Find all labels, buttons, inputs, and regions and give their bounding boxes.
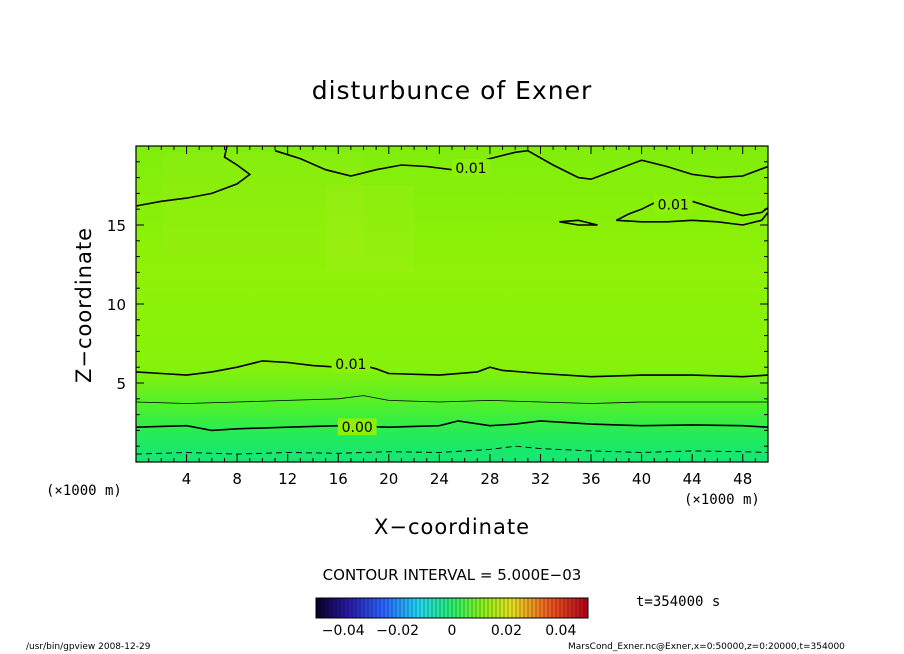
x-tick-label: 32 xyxy=(531,470,550,488)
footer-command: /usr/bin/gpview 2008-12-29 xyxy=(26,642,151,652)
field-patch-1 xyxy=(325,185,415,273)
contour-label-4: 0.01 xyxy=(455,161,486,177)
x-axis-unit-left: (×1000 m) xyxy=(46,483,122,499)
x-tick-label: 16 xyxy=(329,470,348,488)
x-tick-label: 20 xyxy=(379,470,398,488)
contour-label-6: 0.01 xyxy=(658,197,689,213)
colorbar-tick-label: 0.04 xyxy=(545,623,576,639)
x-tick-label: 40 xyxy=(632,470,651,488)
contour-line-8 xyxy=(559,219,598,226)
y-tick-label: 5 xyxy=(116,375,126,393)
contour-label-bg-6 xyxy=(653,195,693,213)
y-axis: 5 10 15 xyxy=(107,145,768,463)
x-tick-label: 28 xyxy=(480,470,499,488)
contour-lines xyxy=(135,145,769,455)
contour-line-1 xyxy=(135,420,769,432)
contour-line-2 xyxy=(135,395,768,404)
contour-interval-label: CONTOUR INTERVAL = 5.000E−03 xyxy=(322,566,582,584)
x-tick-label: 8 xyxy=(232,470,242,488)
contour-line-7 xyxy=(616,211,769,226)
x-axis-label: X−coordinate xyxy=(374,515,530,539)
x-axis: 4 8 12 16 20 24 28 32 36 40 44 48 xyxy=(135,146,769,488)
footer-source: MarsCond_Exner.nc@Exner,x=0:50000,z=0:20… xyxy=(568,642,845,652)
time-label: t=354000 s xyxy=(636,594,721,610)
colorbar-stripes xyxy=(319,598,585,618)
contour-label-bg-4 xyxy=(451,159,491,177)
contour-line-0 xyxy=(135,445,769,455)
y-axis-label: Z−coordinate xyxy=(72,227,96,383)
contour-line-5 xyxy=(274,149,769,181)
contour-label-bg-3 xyxy=(331,355,371,373)
contour-label-1: 0.00 xyxy=(342,420,373,436)
colorbar-tick-label: 0.02 xyxy=(491,623,522,639)
colorbar-tick-label: −0.04 xyxy=(322,623,365,639)
field-patch-2 xyxy=(136,266,768,295)
colorbar-tick-label: −0.02 xyxy=(376,623,419,639)
chart-title: disturbunce of Exner xyxy=(311,76,593,105)
colorbar-labels: −0.04 −0.02 0 0.02 0.04 xyxy=(322,623,577,639)
x-tick-label: 48 xyxy=(733,470,752,488)
contour-line-4 xyxy=(135,145,252,207)
colorbar-tick-label: 0 xyxy=(448,623,457,639)
x-tick-label: 44 xyxy=(683,470,702,488)
x-tick-label: 12 xyxy=(278,470,297,488)
y-tick-label: 15 xyxy=(107,217,126,235)
colorbar: −0.04 −0.02 0 0.02 0.04 xyxy=(315,597,589,639)
contour-labels: 0.00 0.01 0.01 0.01 xyxy=(331,159,693,436)
contour-label-bg-1 xyxy=(337,418,377,436)
x-tick-label: 4 xyxy=(182,470,192,488)
x-axis-unit-right: (×1000 m) xyxy=(684,492,760,508)
x-tick-label: 24 xyxy=(430,470,449,488)
contour-line-3 xyxy=(135,360,769,378)
x-tick-label: 36 xyxy=(581,470,600,488)
y-tick-label: 10 xyxy=(107,296,126,314)
contour-label-3: 0.01 xyxy=(335,357,366,373)
